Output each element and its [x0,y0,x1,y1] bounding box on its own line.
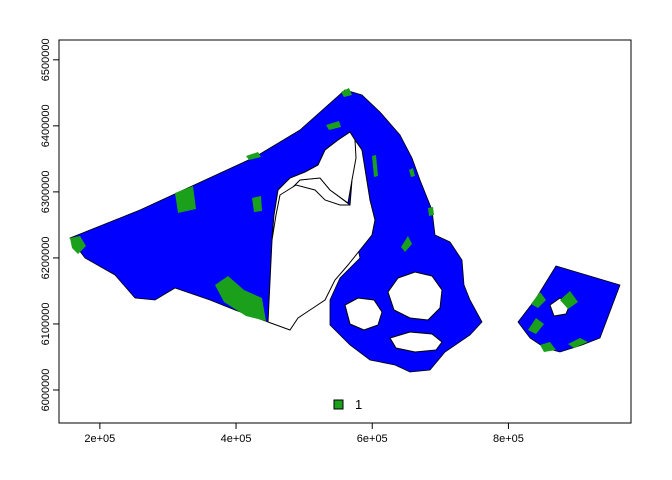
y-tick-label: 6300000 [40,170,52,213]
zone-north-sea-1 [175,186,196,213]
x-tick-label: 2e+05 [84,433,115,445]
legend-label: 1 [355,397,362,412]
zone-baltic-3 [528,318,544,334]
x-axis: 2e+05 4e+05 6e+05 8e+05 [84,422,524,445]
map-layer [69,88,621,373]
zone-south-west [215,276,266,321]
y-tick-label: 6100000 [40,303,52,346]
x-tick-label: 4e+05 [221,433,252,445]
zone-kattegat-1 [372,155,378,177]
marked-zones [70,88,588,352]
land-jutland-main [267,138,376,331]
zone-north-sea-3 [246,152,261,160]
zone-skagerrak-1 [326,121,341,130]
y-tick-label: 6400000 [40,104,52,147]
y-tick-label: 6500000 [40,38,52,81]
zone-baltic-5 [568,338,588,348]
y-tick-label: 6200000 [40,236,52,279]
land-lolland-falster [389,331,443,353]
y-tick-label: 6000000 [40,369,52,412]
y-axis: 6000000 6100000 6200000 6300000 6400000 65000… [40,38,60,411]
zone-baltic-2 [560,291,578,309]
land-jutland [271,131,359,239]
zone-kattegat-3 [428,207,434,216]
land-funen [344,297,383,331]
zone-west-tip [70,236,86,254]
legend: 1 [333,397,362,412]
zone-kattegat-2 [401,236,412,252]
x-tick-label: 6e+05 [357,433,388,445]
y-axis-ticks: 6000000 6100000 6200000 6300000 6400000 65000… [40,38,59,411]
zone-baltic-4 [540,342,556,352]
x-tick-label: 8e+05 [493,433,524,445]
x-axis-ticks: 2e+05 4e+05 6e+05 8e+05 [84,423,524,445]
zone-north-sea-2 [252,196,262,212]
zone-skagerrak-2 [341,88,352,97]
land-zealand [387,271,443,321]
zone-baltic-1 [531,292,546,308]
legend-swatch [333,399,344,410]
sea-area-baltic [517,265,621,353]
zone-kattegat-4 [409,168,415,177]
